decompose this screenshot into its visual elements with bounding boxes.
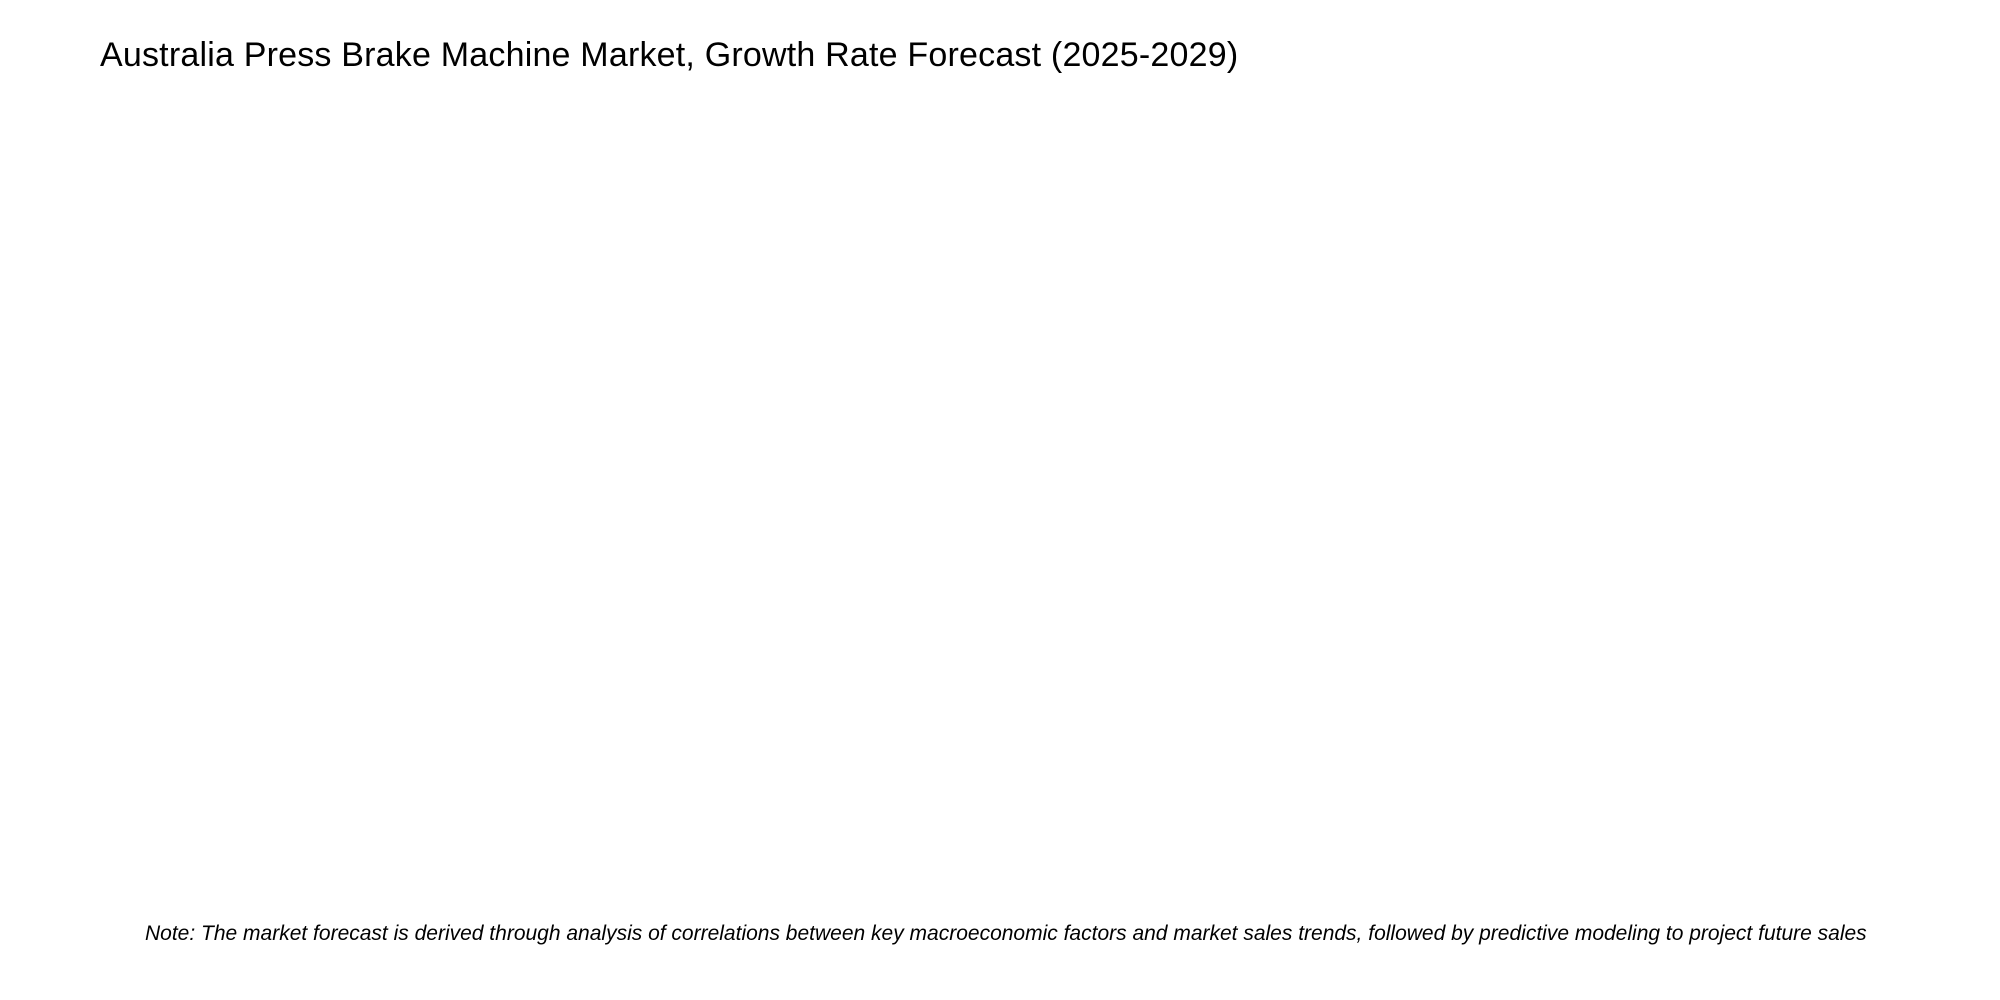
footnote: Note: The market forecast is derived thr… [145,922,1867,945]
chart-title: Australia Press Brake Machine Market, Gr… [100,36,1239,74]
